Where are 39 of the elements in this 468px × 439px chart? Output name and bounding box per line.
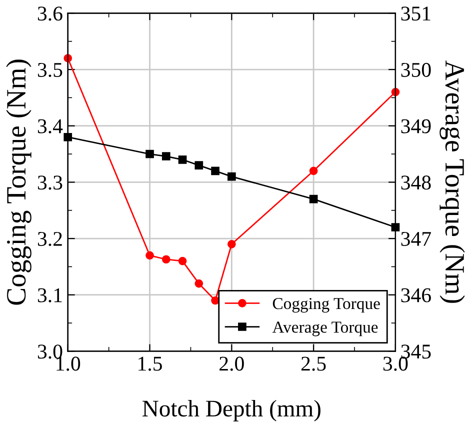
y2-tick-label: 348 <box>401 176 431 190</box>
point <box>309 166 318 176</box>
y-tick-label: 3.1 <box>38 288 62 302</box>
point <box>309 194 318 204</box>
y2-tick-label: 351 <box>401 6 430 21</box>
y-tick-label: 3.0 <box>38 344 62 359</box>
y2-tick-label: 346 <box>401 288 431 302</box>
point <box>178 256 187 266</box>
y2-tick-label: 345 <box>401 344 431 359</box>
y2-tick-label: 350 <box>401 62 431 77</box>
x-tick-label: 2.5 <box>301 356 326 371</box>
y-tick-label: 3.4 <box>38 119 63 134</box>
point <box>162 152 170 160</box>
point <box>162 255 170 264</box>
x-tick-label: 1.5 <box>138 356 162 371</box>
x-axis-title: Notch Depth (mm) <box>142 400 320 422</box>
y2-axis-title: Average Torque (Nm) <box>440 60 465 303</box>
legend-label: Average Torque <box>272 322 378 336</box>
y-axis-title: Cogging Torque (Nm) <box>6 60 32 305</box>
point <box>211 166 220 176</box>
point <box>194 161 204 170</box>
x-tick-label: 2.0 <box>220 356 244 371</box>
y-tick-label: 3.5 <box>38 62 62 78</box>
legend-label: Cogging Torque <box>272 298 380 313</box>
y2-tick-label: 349 <box>401 119 431 134</box>
x-tick-label: 1.0 <box>56 356 80 371</box>
y-tick-label: 3.2 <box>38 232 62 246</box>
point <box>146 251 154 260</box>
point <box>146 150 154 158</box>
point <box>391 223 400 232</box>
point <box>178 155 187 164</box>
y-tick-label: 3.3 <box>38 176 62 190</box>
point <box>64 132 72 142</box>
point <box>227 172 236 181</box>
y-tick-label: 3.6 <box>38 6 62 21</box>
point <box>227 240 236 248</box>
point <box>194 279 204 288</box>
x-tick-label: 3.0 <box>383 356 408 371</box>
y2-tick-label: 347 <box>401 232 431 246</box>
